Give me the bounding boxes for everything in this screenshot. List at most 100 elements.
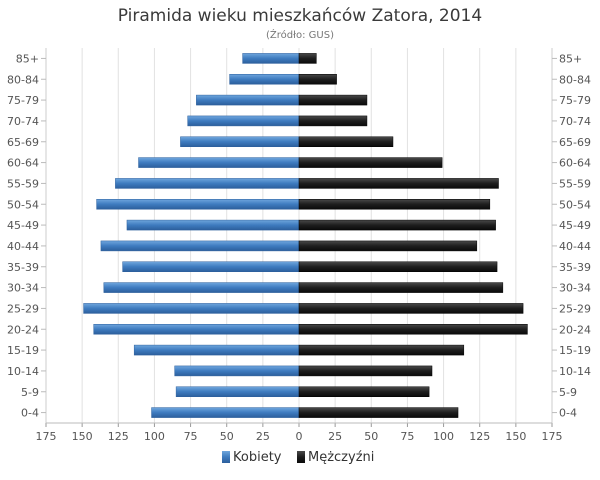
category-label-left: 75-79 (7, 94, 39, 107)
bar-kobiety (187, 115, 300, 127)
category-label-left: 20-24 (7, 323, 39, 336)
legend-label: Kobiety (233, 450, 282, 465)
x-tick-label: 0 (296, 430, 303, 443)
bar-mezczyzni (298, 344, 465, 356)
bar-mezczyzni (298, 240, 478, 252)
bar-mezczyzni (298, 178, 499, 189)
category-label-right: 5-9 (559, 386, 577, 399)
legend-swatch (222, 451, 230, 463)
category-label-right: 25-29 (559, 302, 591, 315)
x-tick-label: 100 (433, 430, 454, 443)
category-label-right: 60-64 (559, 157, 591, 170)
category-label-right: 15-19 (559, 344, 591, 357)
x-tick-label: 50 (220, 430, 234, 443)
bar-kobiety (83, 303, 300, 314)
legend: Kobiety Mężczyźni (222, 450, 374, 465)
category-label-left: 25-29 (7, 302, 39, 315)
bar-mezczyzni (298, 199, 491, 210)
chart-subtitle: (Źródło: GUS) (266, 28, 334, 41)
bar-mezczyzni (298, 324, 528, 335)
category-label-right: 70-74 (559, 115, 591, 128)
bar-kobiety (138, 157, 300, 168)
x-tick-label: 150 (505, 430, 526, 443)
category-label-left: 40-44 (7, 240, 39, 253)
category-label-right: 45-49 (559, 219, 591, 232)
category-label-left: 80-84 (7, 73, 39, 86)
bar-kobiety (180, 136, 300, 147)
bar-mezczyzni (298, 303, 524, 314)
bar-kobiety (175, 386, 300, 397)
bar-mezczyzni (298, 157, 443, 168)
bar-kobiety (196, 94, 300, 106)
bars (83, 53, 528, 418)
category-label-right: 55-59 (559, 177, 591, 190)
x-tick-label: 125 (469, 430, 490, 443)
category-label-right: 85+ (559, 52, 582, 65)
category-label-right: 80-84 (559, 73, 591, 86)
bar-mezczyzni (298, 282, 504, 293)
x-tick-label: 150 (72, 430, 93, 443)
bar-mezczyzni (298, 94, 368, 106)
category-label-left: 15-19 (7, 344, 39, 357)
bar-kobiety (122, 261, 300, 272)
category-label-left: 5-9 (21, 386, 39, 399)
bar-kobiety (133, 344, 300, 356)
category-label-right: 30-34 (559, 282, 591, 295)
bar-mezczyzni (298, 74, 337, 85)
bar-kobiety (151, 407, 300, 418)
bar-mezczyzni (298, 407, 459, 418)
category-label-left: 30-34 (7, 282, 39, 295)
x-tick-label: 25 (328, 430, 342, 443)
x-axis-ticks: 175 150 125 100 75 50 25 0 25 50 75 100 125 150 175 (36, 422, 563, 443)
legend-item-kobiety[interactable]: Kobiety (222, 450, 282, 465)
category-label-right: 65-69 (559, 136, 591, 149)
category-labels: 85+ 85+ 80-84 80-84 75-79 75-79 70-74 70-74 65-6… (7, 52, 591, 419)
x-tick-label: 175 (36, 430, 57, 443)
x-tick-label: 75 (400, 430, 414, 443)
bar-mezczyzni (298, 115, 368, 127)
x-tick-label: 75 (184, 430, 198, 443)
x-tick-label: 25 (256, 430, 270, 443)
bar-kobiety (100, 240, 300, 252)
category-label-right: 20-24 (559, 323, 591, 336)
chart-title: Piramida wieku mieszkańców Zatora, 2014 (118, 6, 482, 26)
bar-kobiety (103, 282, 300, 293)
category-label-right: 75-79 (559, 94, 591, 107)
legend-swatch (297, 451, 305, 463)
category-label-left: 10-14 (7, 365, 39, 378)
bar-kobiety (229, 74, 300, 85)
category-label-right: 35-39 (559, 261, 591, 274)
bar-mezczyzni (298, 136, 394, 147)
category-label-left: 65-69 (7, 136, 39, 149)
bar-kobiety (126, 219, 300, 231)
x-tick-label: 50 (364, 430, 378, 443)
category-label-right: 50-54 (559, 198, 591, 211)
bar-kobiety (115, 178, 300, 189)
category-label-left: 0-4 (21, 407, 39, 420)
category-label-left: 50-54 (7, 198, 39, 211)
grid (45, 48, 553, 423)
legend-item-mezczyzni[interactable]: Mężczyźni (297, 450, 374, 465)
bar-kobiety (174, 365, 300, 377)
bar-mezczyzni (298, 219, 496, 231)
bar-mezczyzni (298, 365, 433, 377)
x-tick-label: 175 (542, 430, 563, 443)
x-tick-label: 125 (108, 430, 129, 443)
bar-mezczyzni (298, 261, 498, 272)
category-label-left: 70-74 (7, 115, 39, 128)
category-label-left: 55-59 (7, 177, 39, 190)
category-label-left: 45-49 (7, 219, 39, 232)
bar-mezczyzni (298, 53, 317, 64)
category-label-right: 0-4 (559, 407, 577, 420)
x-tick-label: 100 (144, 430, 165, 443)
legend-label: Mężczyźni (308, 450, 374, 465)
category-label-left: 85+ (16, 52, 39, 65)
bar-kobiety (93, 324, 300, 335)
category-label-left: 35-39 (7, 261, 39, 274)
category-label-left: 60-64 (7, 157, 39, 170)
bar-kobiety (96, 199, 300, 210)
bar-kobiety (242, 53, 300, 64)
category-label-right: 40-44 (559, 240, 591, 253)
category-label-right: 10-14 (559, 365, 591, 378)
